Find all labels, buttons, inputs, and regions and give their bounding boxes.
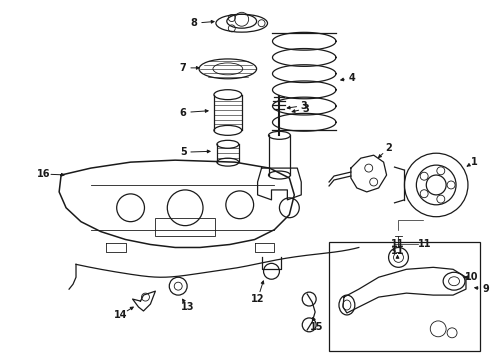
Text: 13: 13 — [181, 302, 195, 312]
Bar — [329, 242, 480, 351]
Text: 12: 12 — [251, 294, 264, 304]
Text: 11: 11 — [418, 239, 432, 248]
Text: 4: 4 — [348, 73, 355, 83]
Text: 15: 15 — [310, 322, 324, 332]
Text: 7: 7 — [180, 63, 187, 73]
Text: 8: 8 — [191, 18, 197, 28]
Text: 5: 5 — [180, 147, 187, 157]
Text: 3: 3 — [301, 100, 308, 111]
Text: 11: 11 — [391, 239, 404, 249]
Text: 1: 1 — [470, 157, 477, 167]
Text: 6: 6 — [180, 108, 187, 117]
Text: 3: 3 — [303, 104, 310, 113]
Text: 9: 9 — [483, 284, 489, 294]
Text: 11: 11 — [391, 247, 404, 256]
Text: 16: 16 — [37, 169, 50, 179]
Text: 14: 14 — [114, 310, 127, 320]
Text: 2: 2 — [385, 143, 392, 153]
Text: 10: 10 — [465, 272, 479, 282]
